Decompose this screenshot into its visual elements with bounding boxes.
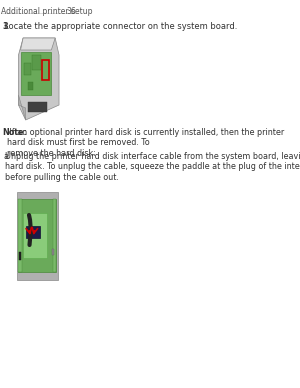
Text: Note:: Note: <box>2 128 27 137</box>
Bar <box>19 252 21 260</box>
Bar <box>42 60 49 80</box>
Text: 3: 3 <box>2 22 8 31</box>
Bar <box>28 102 47 112</box>
Bar <box>52 199 56 272</box>
Bar <box>24 63 31 75</box>
Text: Locate the appropriate connector on the system board.: Locate the appropriate connector on the … <box>4 22 238 31</box>
Text: 36: 36 <box>66 7 76 16</box>
Text: Unplug the printer hard disk interface cable from the system board, leaving the : Unplug the printer hard disk interface c… <box>5 152 300 182</box>
Polygon shape <box>19 95 26 120</box>
Bar <box>32 55 41 70</box>
Bar <box>18 199 22 272</box>
Bar <box>18 199 56 272</box>
Text: If an optional printer hard disk is currently installed, then the printer hard d: If an optional printer hard disk is curr… <box>7 128 284 158</box>
Text: Additional printer setup: Additional printer setup <box>1 7 93 16</box>
Bar <box>26 226 40 238</box>
Text: a: a <box>3 152 8 161</box>
Polygon shape <box>19 38 59 120</box>
Bar <box>52 249 54 255</box>
Bar <box>17 192 58 280</box>
Bar <box>23 213 47 258</box>
Bar <box>28 82 33 90</box>
Polygon shape <box>21 52 51 95</box>
Polygon shape <box>20 38 55 50</box>
